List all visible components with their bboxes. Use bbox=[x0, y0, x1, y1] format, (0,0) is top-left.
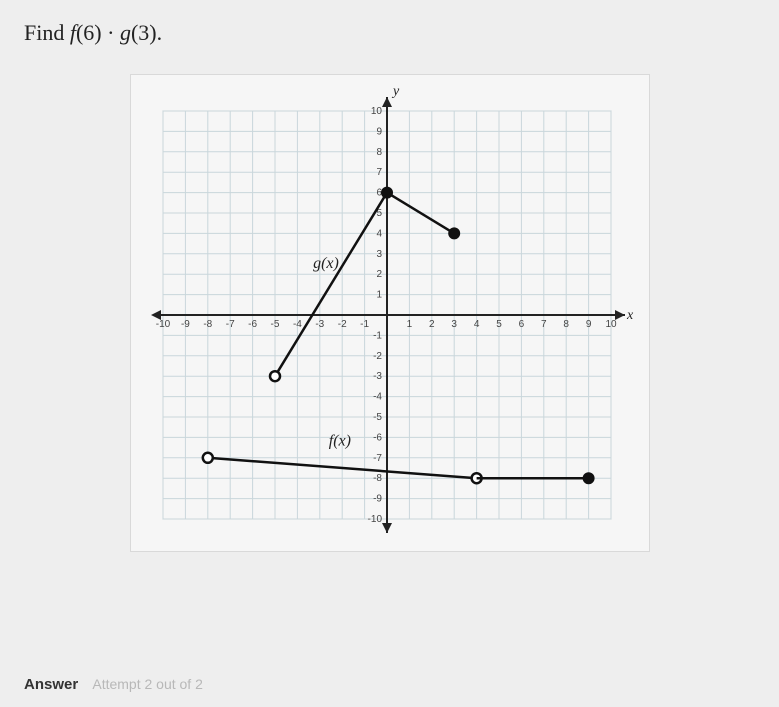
svg-text:2: 2 bbox=[429, 319, 435, 330]
svg-text:y: y bbox=[391, 85, 400, 99]
svg-text:9: 9 bbox=[376, 126, 382, 137]
question-prefix: Find bbox=[24, 20, 70, 45]
svg-text:1: 1 bbox=[406, 319, 412, 330]
svg-text:9: 9 bbox=[585, 319, 591, 330]
answer-row: Answer Attempt 2 out of 2 bbox=[24, 676, 203, 693]
svg-text:7: 7 bbox=[376, 167, 382, 178]
coordinate-chart: yx-10-9-8-7-6-5-4-3-2-112345678910123456… bbox=[137, 85, 637, 545]
svg-text:3: 3 bbox=[451, 319, 457, 330]
g-symbol: g bbox=[120, 20, 131, 45]
svg-text:-2: -2 bbox=[337, 319, 346, 330]
svg-text:-4: -4 bbox=[373, 392, 382, 403]
svg-text:-2: -2 bbox=[373, 351, 382, 362]
svg-text:x: x bbox=[626, 308, 634, 323]
chart-container: yx-10-9-8-7-6-5-4-3-2-112345678910123456… bbox=[130, 74, 650, 552]
svg-text:-7: -7 bbox=[225, 319, 234, 330]
svg-text:-3: -3 bbox=[373, 371, 382, 382]
svg-text:-4: -4 bbox=[292, 319, 301, 330]
svg-text:7: 7 bbox=[541, 319, 547, 330]
svg-text:-10: -10 bbox=[155, 319, 170, 330]
svg-text:-6: -6 bbox=[248, 319, 257, 330]
svg-text:3: 3 bbox=[376, 249, 382, 260]
svg-text:4: 4 bbox=[473, 319, 479, 330]
svg-text:-1: -1 bbox=[360, 319, 369, 330]
svg-text:-5: -5 bbox=[270, 319, 279, 330]
svg-text:-8: -8 bbox=[203, 319, 212, 330]
svg-text:-6: -6 bbox=[373, 432, 382, 443]
svg-text:f(x): f(x) bbox=[328, 433, 350, 450]
svg-text:-7: -7 bbox=[373, 453, 382, 464]
svg-text:5: 5 bbox=[496, 319, 502, 330]
svg-text:10: 10 bbox=[605, 319, 617, 330]
svg-text:-8: -8 bbox=[373, 473, 382, 484]
svg-text:4: 4 bbox=[376, 228, 382, 239]
svg-text:8: 8 bbox=[563, 319, 569, 330]
op-dot: · bbox=[102, 20, 120, 45]
svg-text:-9: -9 bbox=[373, 494, 382, 505]
svg-text:-9: -9 bbox=[180, 319, 189, 330]
answer-label: Answer bbox=[24, 676, 78, 693]
svg-text:1: 1 bbox=[376, 290, 382, 301]
attempt-text: Attempt 2 out of 2 bbox=[92, 676, 203, 692]
page: Find f(6) · g(3). y x -10 -9 -8 -7 -6 -5 -4 -3 -2 -… bbox=[0, 0, 779, 707]
svg-text:2: 2 bbox=[376, 269, 382, 280]
question-text: Find f(6) · g(3). bbox=[24, 20, 755, 46]
svg-text:-1: -1 bbox=[373, 330, 382, 341]
g-arg: (3). bbox=[131, 20, 162, 45]
svg-text:-5: -5 bbox=[373, 412, 382, 423]
f-arg: (6) bbox=[76, 20, 102, 45]
svg-text:g(x): g(x) bbox=[313, 255, 339, 272]
svg-text:-3: -3 bbox=[315, 319, 324, 330]
svg-text:10: 10 bbox=[370, 106, 382, 117]
svg-text:6: 6 bbox=[518, 319, 524, 330]
svg-text:-10: -10 bbox=[367, 514, 382, 525]
svg-text:8: 8 bbox=[376, 147, 382, 158]
